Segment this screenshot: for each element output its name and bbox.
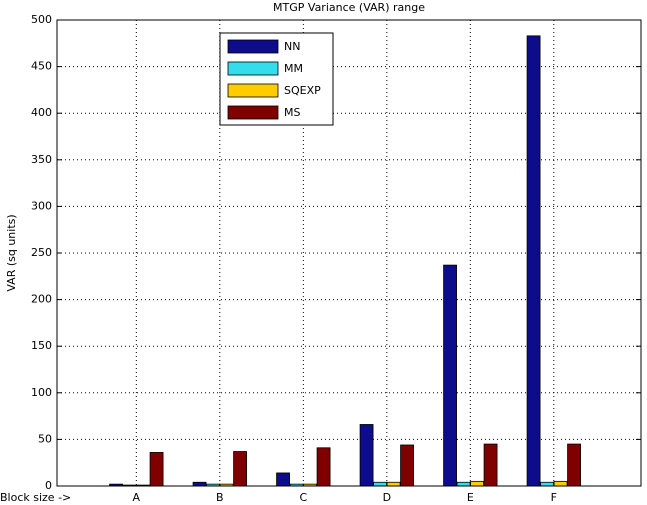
- x-annotation: Block size ->: [0, 491, 71, 504]
- bar: [553, 480, 568, 487]
- legend-swatch: [227, 83, 279, 98]
- y-axis-label: VAR (sq units): [5, 214, 18, 291]
- legend-label: MS: [284, 106, 300, 119]
- bar: [276, 472, 290, 487]
- bar: [483, 443, 498, 487]
- x-tick-label: A: [133, 491, 141, 504]
- x-tick-label: F: [551, 491, 557, 504]
- y-tick-label: 150: [31, 339, 52, 352]
- y-tick-label: 500: [31, 13, 52, 26]
- y-tick-label: 400: [31, 106, 52, 119]
- x-tick-label: E: [467, 491, 474, 504]
- bar: [192, 481, 207, 487]
- chart-title: MTGP Variance (VAR) range: [273, 1, 425, 14]
- legend-label: SQEXP: [284, 84, 321, 97]
- x-tick-label: B: [216, 491, 224, 504]
- bar: [400, 444, 414, 487]
- y-tick-label: 250: [31, 246, 52, 259]
- bar: [567, 443, 581, 487]
- plot-frame: [56, 19, 642, 487]
- y-tick-label: 50: [38, 432, 52, 445]
- bar: [316, 447, 331, 487]
- legend-label: NN: [284, 40, 300, 53]
- bar: [359, 424, 374, 487]
- y-tick-label: 300: [31, 199, 52, 212]
- legend-label: MM: [284, 62, 303, 75]
- bar: [233, 451, 247, 487]
- bar: [443, 264, 457, 487]
- bar: [386, 481, 401, 487]
- y-tick-label: 450: [31, 60, 52, 73]
- y-tick-label: 200: [31, 293, 52, 306]
- legend-swatch: [227, 105, 279, 120]
- x-tick-label: D: [383, 491, 391, 504]
- legend-swatch: [227, 61, 279, 76]
- y-tick-label: 100: [31, 386, 52, 399]
- bar: [470, 480, 484, 487]
- bar: [456, 481, 471, 487]
- bar: [373, 481, 387, 487]
- x-tick-label: C: [299, 491, 307, 504]
- y-tick-label: 0: [45, 479, 52, 492]
- legend-swatch: [227, 39, 279, 54]
- bar: [540, 481, 554, 487]
- bar: [526, 35, 541, 487]
- bar: [149, 452, 164, 487]
- y-tick-label: 350: [31, 153, 52, 166]
